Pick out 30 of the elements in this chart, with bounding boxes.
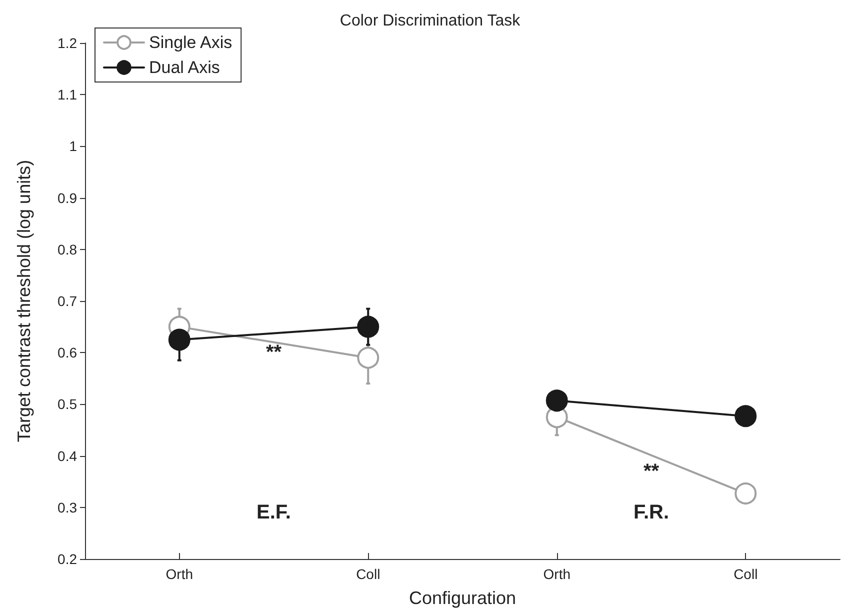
y-tick-label: 0.7 xyxy=(58,293,78,309)
y-tick-label: 0.9 xyxy=(58,190,78,206)
point xyxy=(357,316,380,338)
point xyxy=(546,390,568,412)
legend-label: Dual Axis xyxy=(149,58,220,77)
y-tick-label: 0.5 xyxy=(58,396,78,412)
x-tick-label: Coll xyxy=(356,566,380,582)
legend-label: Single Axis xyxy=(149,33,232,52)
chart-title: Color Discrimination Task xyxy=(340,12,522,30)
annotation: E.F. xyxy=(256,502,291,524)
point xyxy=(734,405,757,428)
annotation: F.R. xyxy=(633,502,670,524)
point xyxy=(357,346,380,369)
y-tick-label: 0.6 xyxy=(58,344,78,361)
y-axis-title: Target contrast threshold (log units) xyxy=(14,160,34,442)
y-tick-label: 1.1 xyxy=(58,86,78,103)
y-tick-label: 0.2 xyxy=(58,551,78,567)
y-tick-label: 0.3 xyxy=(58,499,78,516)
annotation: ** xyxy=(266,342,282,364)
x-axis-title: Configuration xyxy=(408,588,516,608)
x-tick-label: Orth xyxy=(543,566,570,582)
x-tick-label: Orth xyxy=(166,566,193,582)
y-tick-label: 0.4 xyxy=(58,448,78,464)
point xyxy=(168,328,190,351)
x-tick-label: Coll xyxy=(734,566,758,582)
y-tick-label: 1.2 xyxy=(58,35,78,51)
point xyxy=(734,482,757,504)
y-tick-label: 0.8 xyxy=(58,241,78,258)
annotation: ** xyxy=(643,460,660,482)
y-tick-label: 1 xyxy=(69,138,78,154)
